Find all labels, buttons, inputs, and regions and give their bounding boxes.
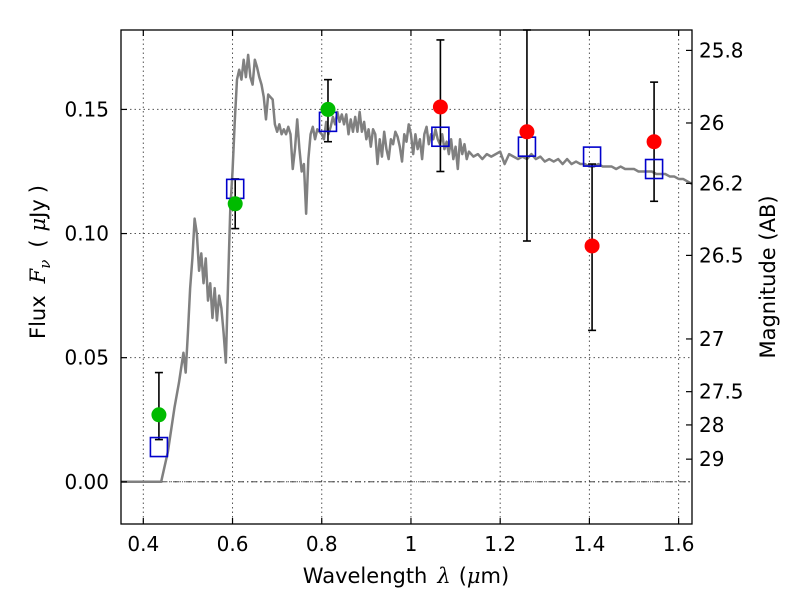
magnitude-tick-label: 26 xyxy=(699,111,724,135)
photometry-point xyxy=(151,407,167,423)
x-tick-label: 1.2 xyxy=(484,532,516,556)
model-band-square xyxy=(644,158,664,180)
x-axis-ticks: 0.4 0.6 0.8 1 1.2 1.4 1.6 xyxy=(127,30,695,556)
y-tick-label: 0.05 xyxy=(64,346,109,370)
x-tick-label: 0.6 xyxy=(217,532,249,556)
y2-axis-label: Magnitude (AB) xyxy=(756,195,780,358)
y-tick-label: 0.00 xyxy=(64,470,109,494)
magnitude-tick-label: 27 xyxy=(699,327,724,351)
photometry-point xyxy=(584,238,600,254)
x-tick-label: 1 xyxy=(405,532,418,556)
magnitude-tick-label: 25.8 xyxy=(699,38,744,62)
y-axis-label: FluxFν(μJy) xyxy=(26,185,54,339)
model-band-markers xyxy=(149,111,664,458)
x-tick-label: 1.4 xyxy=(573,532,605,556)
photometry-point xyxy=(227,196,243,212)
x-axis-label: Wavelength λ (μm) xyxy=(303,564,509,588)
plot-frame xyxy=(120,29,693,525)
photometry-point xyxy=(646,134,662,150)
x-tick-label: 0.4 xyxy=(127,532,159,556)
magnitude-tick-label: 29 xyxy=(699,447,724,471)
model-spectrum-line xyxy=(121,53,692,484)
magnitude-tick-label: 28 xyxy=(699,413,724,437)
magnitude-tick-label: 27.5 xyxy=(699,380,744,404)
photometry-points xyxy=(151,99,662,423)
y-axis-ticks: 0.00 0.05 0.10 0.15 xyxy=(64,97,127,494)
magnitude-tick-label: 26.2 xyxy=(699,171,744,195)
photometry-point xyxy=(432,99,448,115)
model-band-square xyxy=(149,436,169,458)
magnitude-axis-ticks: 25.8 26 26.2 26.5 27 27.5 28 29 xyxy=(686,38,744,471)
photometry-point xyxy=(320,101,336,117)
magnitude-tick-label: 26.5 xyxy=(699,243,744,267)
y-tick-label: 0.15 xyxy=(64,97,109,121)
photometry-point xyxy=(519,124,535,140)
x-tick-label: 0.8 xyxy=(306,532,338,556)
model-band-square xyxy=(582,146,602,167)
y-tick-label: 0.10 xyxy=(64,222,109,246)
model-band-square xyxy=(431,126,450,148)
x-tick-label: 1.6 xyxy=(663,532,695,556)
